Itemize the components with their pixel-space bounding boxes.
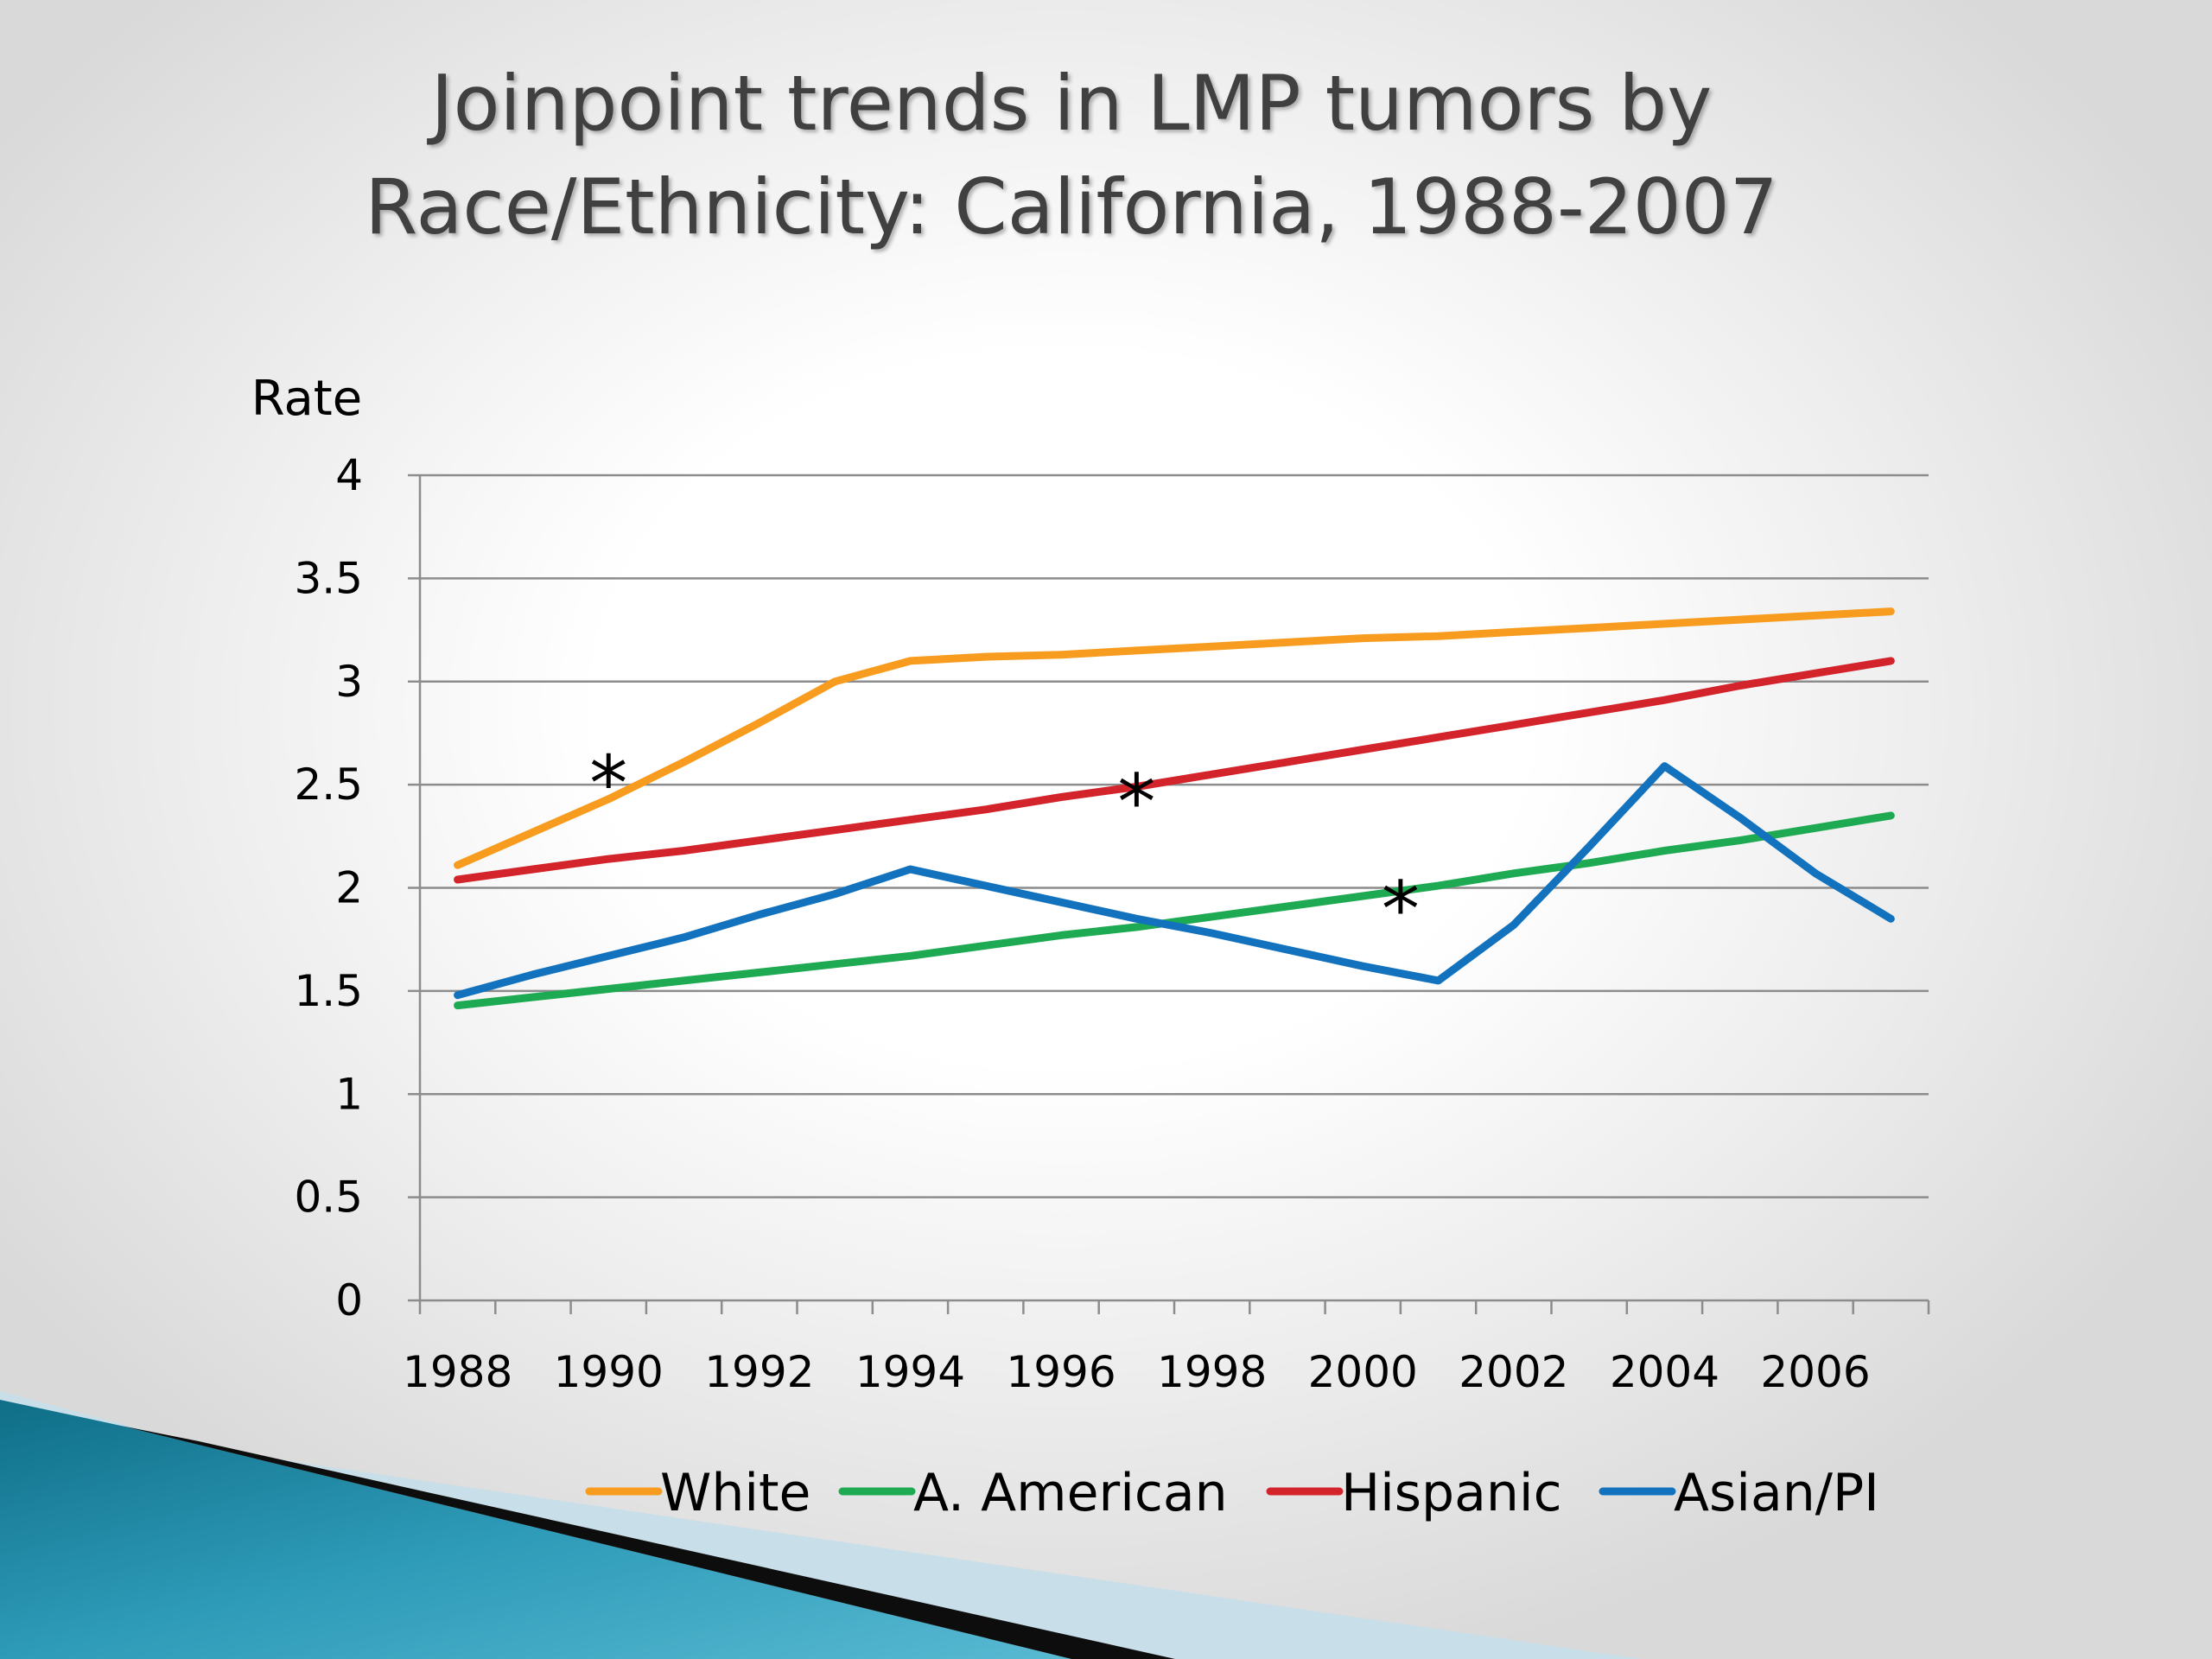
y-tick-label: 1.5: [294, 966, 363, 1016]
series-line-a-american: [454, 811, 1895, 1010]
y-tick-label: 2.5: [294, 760, 363, 810]
chart-title-line-1: Joinpoint trends in LMP tumors by: [430, 59, 1713, 148]
significance-asterisk: *: [589, 739, 627, 828]
significance-asterisk: *: [1117, 758, 1155, 847]
legend-label: White: [660, 1463, 810, 1523]
series-line-asian-pi: [454, 762, 1895, 1000]
x-tick-label: 1994: [855, 1347, 965, 1397]
x-tick-label: 1996: [1006, 1347, 1116, 1397]
x-tick-label: 2006: [1760, 1347, 1870, 1397]
decoration-black-stripe: [121, 1426, 1175, 1659]
y-tick-label: 0: [335, 1275, 363, 1325]
y-tick-label: 1: [335, 1069, 363, 1119]
chart-title-line-2: Race/Ethnicity: California, 1988-2007: [365, 162, 1778, 251]
y-tick-label: 3: [335, 657, 363, 707]
y-axis-title: Rate: [251, 371, 362, 427]
decoration-teal-band: [0, 1400, 1071, 1659]
x-tick-label: 2000: [1308, 1347, 1418, 1397]
significance-asterisk: *: [1382, 865, 1420, 954]
series-lines: [454, 607, 1895, 1010]
legend: White A. American Hispanic Asian/PI: [585, 1463, 1879, 1523]
axes: 0 0.5 1 1.5 2 2.5 3 3.5 4 1988 1990 1992 1994 1996 199…: [251, 371, 1930, 1397]
gridlines: [408, 474, 1929, 1302]
legend-label: Hispanic: [1341, 1463, 1562, 1523]
x-tick-label: 1992: [704, 1347, 814, 1397]
y-tick-label: 3.5: [294, 553, 363, 603]
series-line-hispanic: [454, 657, 1895, 884]
legend-label: Asian/PI: [1674, 1463, 1879, 1523]
x-tick-label: 1990: [554, 1347, 664, 1397]
x-tick-label: 1988: [403, 1347, 512, 1397]
series-line-white: [454, 607, 1895, 869]
legend-label: A. American: [913, 1463, 1228, 1523]
x-tick-label: 1998: [1157, 1347, 1267, 1397]
y-tick-label: 2: [335, 863, 363, 913]
x-tick-label: 2004: [1610, 1347, 1719, 1397]
y-tick-label: 0.5: [294, 1173, 363, 1223]
significance-annotations: * * *: [589, 739, 1420, 954]
y-tick-label: 4: [335, 450, 363, 500]
x-tick-label: 2002: [1459, 1347, 1568, 1397]
